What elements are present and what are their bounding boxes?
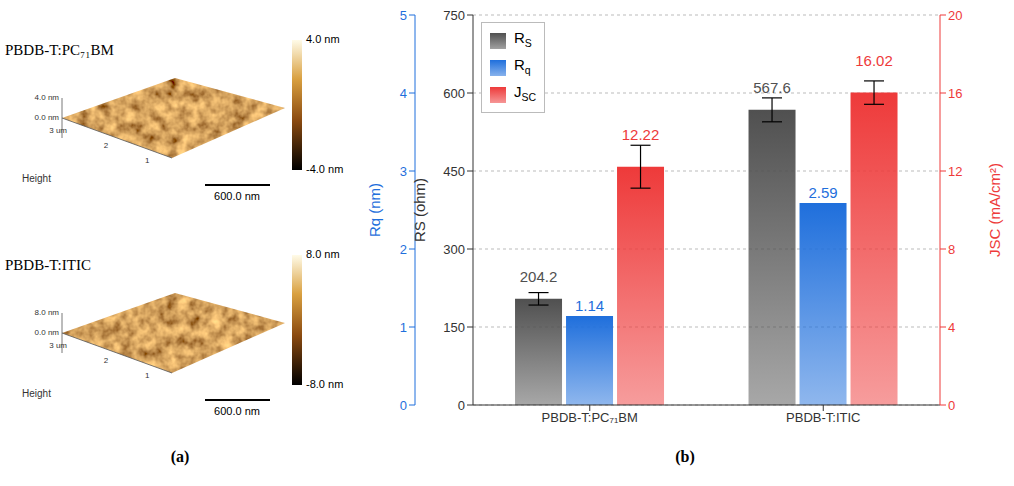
svg-text:8.0 nm: 8.0 nm <box>306 248 340 260</box>
svg-text:8: 8 <box>948 242 955 257</box>
svg-text:600.0 nm: 600.0 nm <box>214 190 260 202</box>
svg-text:2: 2 <box>400 242 407 257</box>
svg-text:PBDB-T:ITIC: PBDB-T:ITIC <box>786 410 860 425</box>
svg-text:4.0 nm: 4.0 nm <box>306 33 340 45</box>
svg-text:12.22: 12.22 <box>622 126 660 143</box>
html-text:RS: RS <box>514 29 532 49</box>
svg-text:600: 600 <box>443 86 465 101</box>
svg-text:1: 1 <box>145 371 150 380</box>
svg-text:12: 12 <box>948 164 962 179</box>
svg-text:0: 0 <box>948 398 955 413</box>
svg-text:-4.0 nm: -4.0 nm <box>306 163 343 175</box>
svg-text:4: 4 <box>948 320 955 335</box>
svg-text:4.0 nm: 4.0 nm <box>35 93 60 102</box>
svg-text:8.0 nm: 8.0 nm <box>35 308 60 317</box>
svg-text:RS (ohm): RS (ohm) <box>411 178 428 242</box>
svg-text:567.6: 567.6 <box>753 79 791 96</box>
svg-text:16.02: 16.02 <box>855 52 893 69</box>
svg-text:5: 5 <box>400 8 407 23</box>
svg-text:PBDB-T:ITIC: PBDB-T:ITIC <box>5 257 91 273</box>
html-text:(b): (b) <box>675 448 695 465</box>
svg-text:300: 300 <box>443 242 465 257</box>
svg-text:PBDB-T:PC₇₁BM: PBDB-T:PC₇₁BM <box>5 42 114 58</box>
svg-text:3 um: 3 um <box>49 126 67 135</box>
svg-text:JSC (mA/cm²): JSC (mA/cm²) <box>986 163 1003 257</box>
svg-text:Height: Height <box>22 173 51 184</box>
svg-text:PBDB-T:PC₇₁BM: PBDB-T:PC₇₁BM <box>542 410 638 425</box>
svg-text:2.59: 2.59 <box>808 184 837 201</box>
html-text:JSC: JSC <box>514 83 537 103</box>
svg-text:20: 20 <box>948 8 962 23</box>
svg-text:3 um: 3 um <box>49 341 67 350</box>
svg-text:Height: Height <box>22 388 51 399</box>
svg-text:2: 2 <box>104 356 109 365</box>
svg-text:-8.0 nm: -8.0 nm <box>306 378 343 390</box>
svg-text:750: 750 <box>443 8 465 23</box>
html-text:(a): (a) <box>170 448 190 465</box>
svg-text:1.14: 1.14 <box>575 297 604 314</box>
svg-text:204.2: 204.2 <box>520 268 558 285</box>
svg-text:150: 150 <box>443 320 465 335</box>
svg-text:3: 3 <box>400 164 407 179</box>
svg-text:2: 2 <box>104 141 109 150</box>
svg-text:0: 0 <box>458 398 465 413</box>
svg-text:0.0 nm: 0.0 nm <box>35 113 60 122</box>
svg-text:450: 450 <box>443 164 465 179</box>
svg-text:600.0 nm: 600.0 nm <box>214 405 260 417</box>
svg-text:0.0 nm: 0.0 nm <box>35 328 60 337</box>
svg-text:4: 4 <box>400 86 407 101</box>
html-text:Rq: Rq <box>514 56 531 76</box>
svg-text:16: 16 <box>948 86 962 101</box>
svg-text:1: 1 <box>400 320 407 335</box>
svg-text:0: 0 <box>400 398 407 413</box>
svg-text:1: 1 <box>145 156 150 165</box>
svg-text:Rq (nm): Rq (nm) <box>366 183 383 237</box>
